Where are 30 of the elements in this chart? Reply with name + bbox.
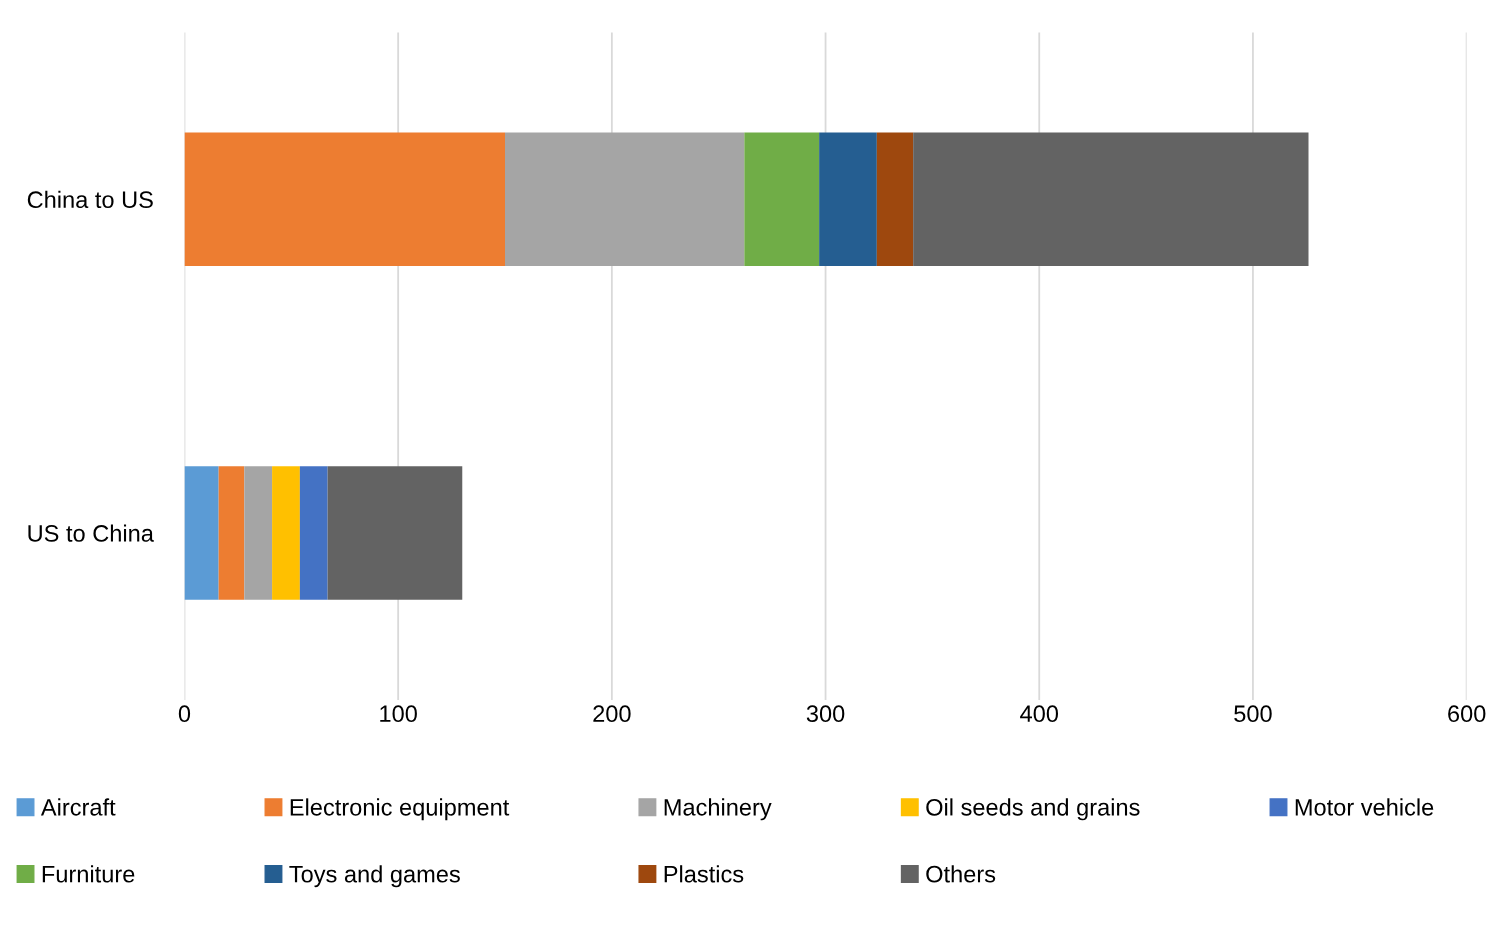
x-tick-label: 200 [593,705,631,723]
legend-label: Furniture [42,865,135,883]
x-tick-label: 500 [1234,705,1272,723]
x-tick-label: 600 [1448,705,1486,723]
legend-label: Others [926,865,996,883]
legend-label: Electronic equipment [290,798,510,821]
x-tick-label: 0 [178,705,191,723]
bar [184,132,506,267]
bar [913,132,1309,267]
bar [244,466,273,600]
legend-label: Plastics [664,865,744,883]
bar [218,466,245,600]
bar [505,132,745,267]
x-tick-label: 100 [380,705,417,723]
legend-label: Toys and games [289,865,460,888]
bar [299,466,328,600]
legend-label: Aircraft [40,798,116,816]
bar [184,466,219,600]
legend-label: Motor vehicle [1295,798,1434,816]
bar [876,132,914,267]
bar [744,132,820,267]
x-tick-label: 400 [1020,705,1059,723]
bar [272,466,300,600]
legend-label: Oil seeds and grains [926,798,1140,821]
legend-label: Machinery [664,798,772,821]
y-tick-label: China to US [27,190,153,209]
y-tick-label: US to China [28,524,154,542]
bar [327,466,463,600]
x-tick-label: 300 [806,705,845,723]
bar [819,132,877,267]
